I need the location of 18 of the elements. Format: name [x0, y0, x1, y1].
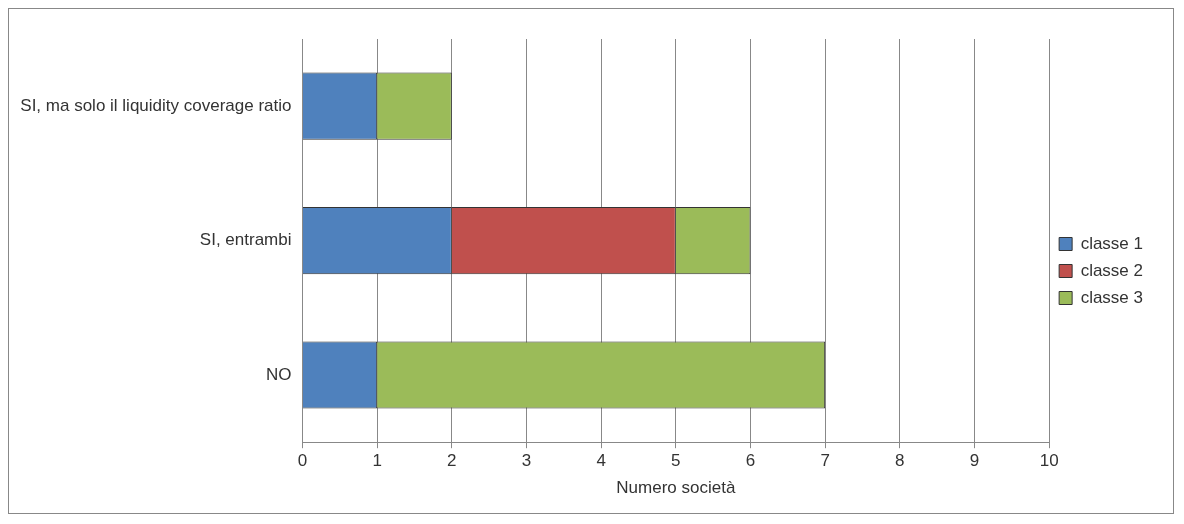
- x-tick-label: 4: [596, 451, 606, 471]
- legend-label: classe 1: [1080, 233, 1144, 253]
- x-tick-label: 1: [372, 451, 382, 471]
- y-tick-label: SI, entrambi: [199, 230, 292, 250]
- y-tick-label: SI, ma solo il liquidity coverage ratio: [20, 95, 292, 115]
- x-tick-label: 3: [521, 451, 532, 471]
- x-tick-label: 5: [671, 451, 681, 471]
- x-tick-label: 10: [1039, 451, 1059, 471]
- x-tick-label: 7: [820, 451, 830, 471]
- legend-label: classe 3: [1080, 287, 1144, 307]
- legend-label: classe 2: [1080, 260, 1144, 280]
- x-tick-label: 9: [969, 451, 980, 471]
- x-tick-label: 6: [745, 451, 756, 471]
- x-axis-title: Numero società: [616, 478, 736, 498]
- x-tick-label: 8: [895, 451, 905, 471]
- x-tick-label: 2: [447, 451, 457, 471]
- x-tick-label: 0: [297, 451, 308, 471]
- y-tick-label: NO: [266, 364, 292, 384]
